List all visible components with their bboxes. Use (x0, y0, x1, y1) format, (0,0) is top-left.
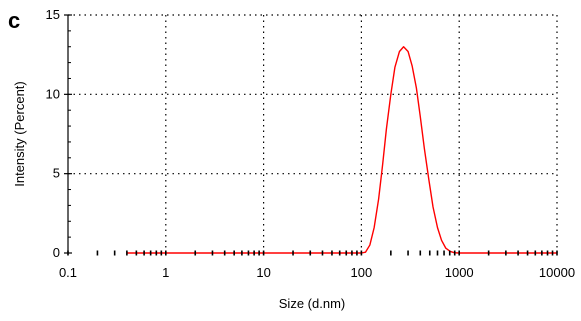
y-tick-label: 15 (46, 7, 60, 22)
x-axis-title: Size (d.nm) (279, 296, 345, 311)
x-tick-label: 0.1 (59, 265, 77, 280)
axes (64, 14, 72, 254)
series-line (126, 46, 557, 254)
tick-labels: 0 5 10 15 0.1 1 10 100 1000 10000 (46, 7, 576, 280)
y-axis-title: Intensity (Percent) (12, 81, 27, 187)
series-layer (67, 46, 558, 256)
panel-label: c (8, 8, 20, 33)
x-tick-label: 10 (256, 265, 270, 280)
x-tick-label: 1 (162, 265, 169, 280)
x-tick-label: 1000 (445, 265, 474, 280)
y-tick-label: 0 (53, 245, 60, 260)
x-tick-label: 10000 (539, 265, 575, 280)
y-tick-label: 5 (53, 166, 60, 181)
grid-lines (68, 14, 558, 253)
y-tick-label: 10 (46, 86, 60, 101)
x-tick-label: 100 (351, 265, 373, 280)
